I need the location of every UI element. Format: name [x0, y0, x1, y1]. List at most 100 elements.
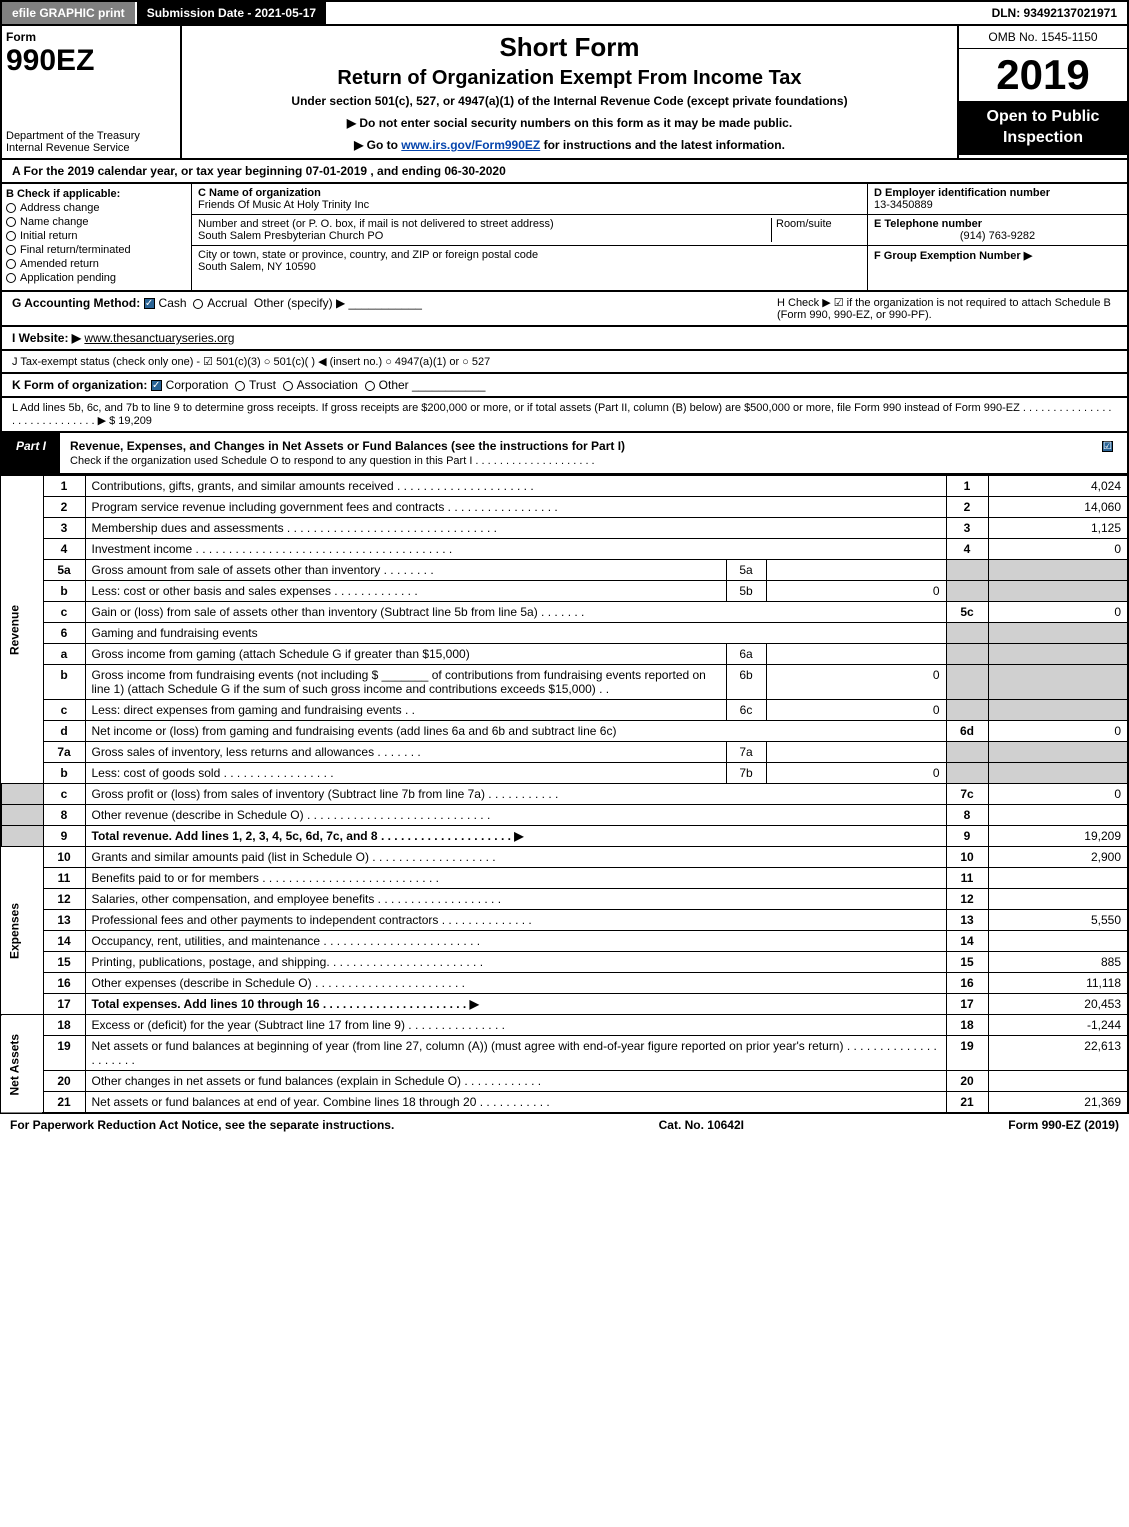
table-row: cGross profit or (loss) from sales of in…: [1, 784, 1128, 805]
footer-left: For Paperwork Reduction Act Notice, see …: [10, 1118, 394, 1132]
other-org-label: Other: [379, 378, 409, 392]
line-desc: Net income or (loss) from gaming and fun…: [85, 721, 946, 742]
dept-irs: Internal Revenue Service: [6, 142, 176, 154]
table-row: 3Membership dues and assessments . . . .…: [1, 518, 1128, 539]
dln-label: DLN: 93492137021971: [982, 2, 1127, 24]
omb-number: OMB No. 1545-1150: [959, 26, 1127, 49]
inner-val: [766, 742, 946, 763]
shaded-cell: [1, 805, 43, 826]
line-desc: Gross income from fundraising events (no…: [85, 665, 726, 700]
line-val: 5,550: [988, 910, 1128, 931]
line-val: 22,613: [988, 1036, 1128, 1071]
line-num: 2: [43, 497, 85, 518]
part-i-check-note: Check if the organization used Schedule …: [70, 455, 595, 467]
table-row: 20Other changes in net assets or fund ba…: [1, 1071, 1128, 1092]
final-return-checkbox[interactable]: [6, 245, 16, 255]
form-label: Form: [6, 30, 176, 44]
shaded-cell: [946, 665, 988, 700]
line-col: 2: [946, 497, 988, 518]
footer-mid: Cat. No. 10642I: [659, 1118, 744, 1132]
amended-return-label: Amended return: [20, 258, 99, 270]
irs-link[interactable]: www.irs.gov/Form990EZ: [401, 138, 540, 152]
table-row: 9Total revenue. Add lines 1, 2, 3, 4, 5c…: [1, 826, 1128, 847]
line-num: 1: [43, 476, 85, 497]
shaded-cell: [1, 784, 43, 805]
form-number: 990EZ: [6, 44, 94, 77]
title-return: Return of Organization Exempt From Incom…: [192, 67, 947, 90]
line-val: 19,209: [988, 826, 1128, 847]
line-desc: Occupancy, rent, utilities, and maintena…: [85, 931, 946, 952]
line-num: 10: [43, 847, 85, 868]
line-val: 0: [988, 602, 1128, 623]
address-change-checkbox[interactable]: [6, 203, 16, 213]
line-val: 0: [988, 539, 1128, 560]
line-num: c: [43, 700, 85, 721]
table-row: cLess: direct expenses from gaming and f…: [1, 700, 1128, 721]
efile-print-button[interactable]: efile GRAPHIC print: [2, 2, 135, 24]
group-exemption-label: F Group Exemption Number ▶: [874, 249, 1121, 262]
line-col: 1: [946, 476, 988, 497]
shaded-cell: [946, 623, 988, 644]
initial-return-label: Initial return: [20, 230, 77, 242]
line-val: -1,244: [988, 1015, 1128, 1036]
trust-checkbox[interactable]: [235, 381, 245, 391]
line-desc: Other changes in net assets or fund bala…: [85, 1071, 946, 1092]
line-desc: Total expenses. Add lines 10 through 16 …: [85, 994, 946, 1015]
table-row: 17Total expenses. Add lines 10 through 1…: [1, 994, 1128, 1015]
inner-val: [766, 560, 946, 581]
line-desc: Excess or (deficit) for the year (Subtra…: [85, 1015, 946, 1036]
shaded-cell: [988, 665, 1128, 700]
line-num: b: [43, 763, 85, 784]
line-num: 5a: [43, 560, 85, 581]
city-label: City or town, state or province, country…: [198, 249, 861, 261]
inner-col: 5b: [726, 581, 766, 602]
part-i-header: Part I Revenue, Expenses, and Changes in…: [0, 433, 1129, 475]
accrual-checkbox[interactable]: [193, 299, 203, 309]
inner-col: 5a: [726, 560, 766, 581]
website-value: www.thesanctuaryseries.org: [84, 331, 234, 345]
cash-checkbox[interactable]: ✓: [144, 298, 155, 309]
inner-val: 0: [766, 763, 946, 784]
line-desc: Gross amount from sale of assets other t…: [85, 560, 726, 581]
table-row: cGain or (loss) from sale of assets othe…: [1, 602, 1128, 623]
other-org-checkbox[interactable]: [365, 381, 375, 391]
form-of-org-label: K Form of organization:: [12, 378, 147, 392]
ein-label: D Employer identification number: [874, 187, 1121, 199]
table-row: 19Net assets or fund balances at beginni…: [1, 1036, 1128, 1071]
line-desc: Other expenses (describe in Schedule O) …: [85, 973, 946, 994]
line-val: [988, 931, 1128, 952]
line-val: [988, 1071, 1128, 1092]
shaded-cell: [946, 560, 988, 581]
line-val: 21,369: [988, 1092, 1128, 1114]
line-col: 4: [946, 539, 988, 560]
association-checkbox[interactable]: [283, 381, 293, 391]
street-value: South Salem Presbyterian Church PO: [198, 230, 771, 242]
line-col: 9: [946, 826, 988, 847]
corporation-checkbox[interactable]: ✓: [151, 380, 162, 391]
line-val: [988, 805, 1128, 826]
line-num: 9: [43, 826, 85, 847]
line-val: 0: [988, 784, 1128, 805]
name-change-checkbox[interactable]: [6, 217, 16, 227]
table-row: 4Investment income . . . . . . . . . . .…: [1, 539, 1128, 560]
goto-post: for instructions and the latest informat…: [540, 138, 785, 152]
line-col: 19: [946, 1036, 988, 1071]
application-pending-checkbox[interactable]: [6, 273, 16, 283]
schedule-o-checkbox[interactable]: ☑: [1102, 441, 1113, 452]
amended-return-checkbox[interactable]: [6, 259, 16, 269]
line-num: 8: [43, 805, 85, 826]
line-num: c: [43, 602, 85, 623]
line-num: 19: [43, 1036, 85, 1071]
submission-date-button[interactable]: Submission Date - 2021-05-17: [137, 2, 326, 24]
line-desc: Gross profit or (loss) from sales of inv…: [85, 784, 946, 805]
line-col: 16: [946, 973, 988, 994]
initial-return-checkbox[interactable]: [6, 231, 16, 241]
phone-value: (914) 763-9282: [874, 230, 1121, 242]
line-col: 3: [946, 518, 988, 539]
line-col: 11: [946, 868, 988, 889]
line-num: 14: [43, 931, 85, 952]
line-desc: Benefits paid to or for members . . . . …: [85, 868, 946, 889]
inner-val: [766, 644, 946, 665]
shaded-cell: [946, 581, 988, 602]
section-d-e-f: D Employer identification number 13-3450…: [867, 184, 1127, 290]
